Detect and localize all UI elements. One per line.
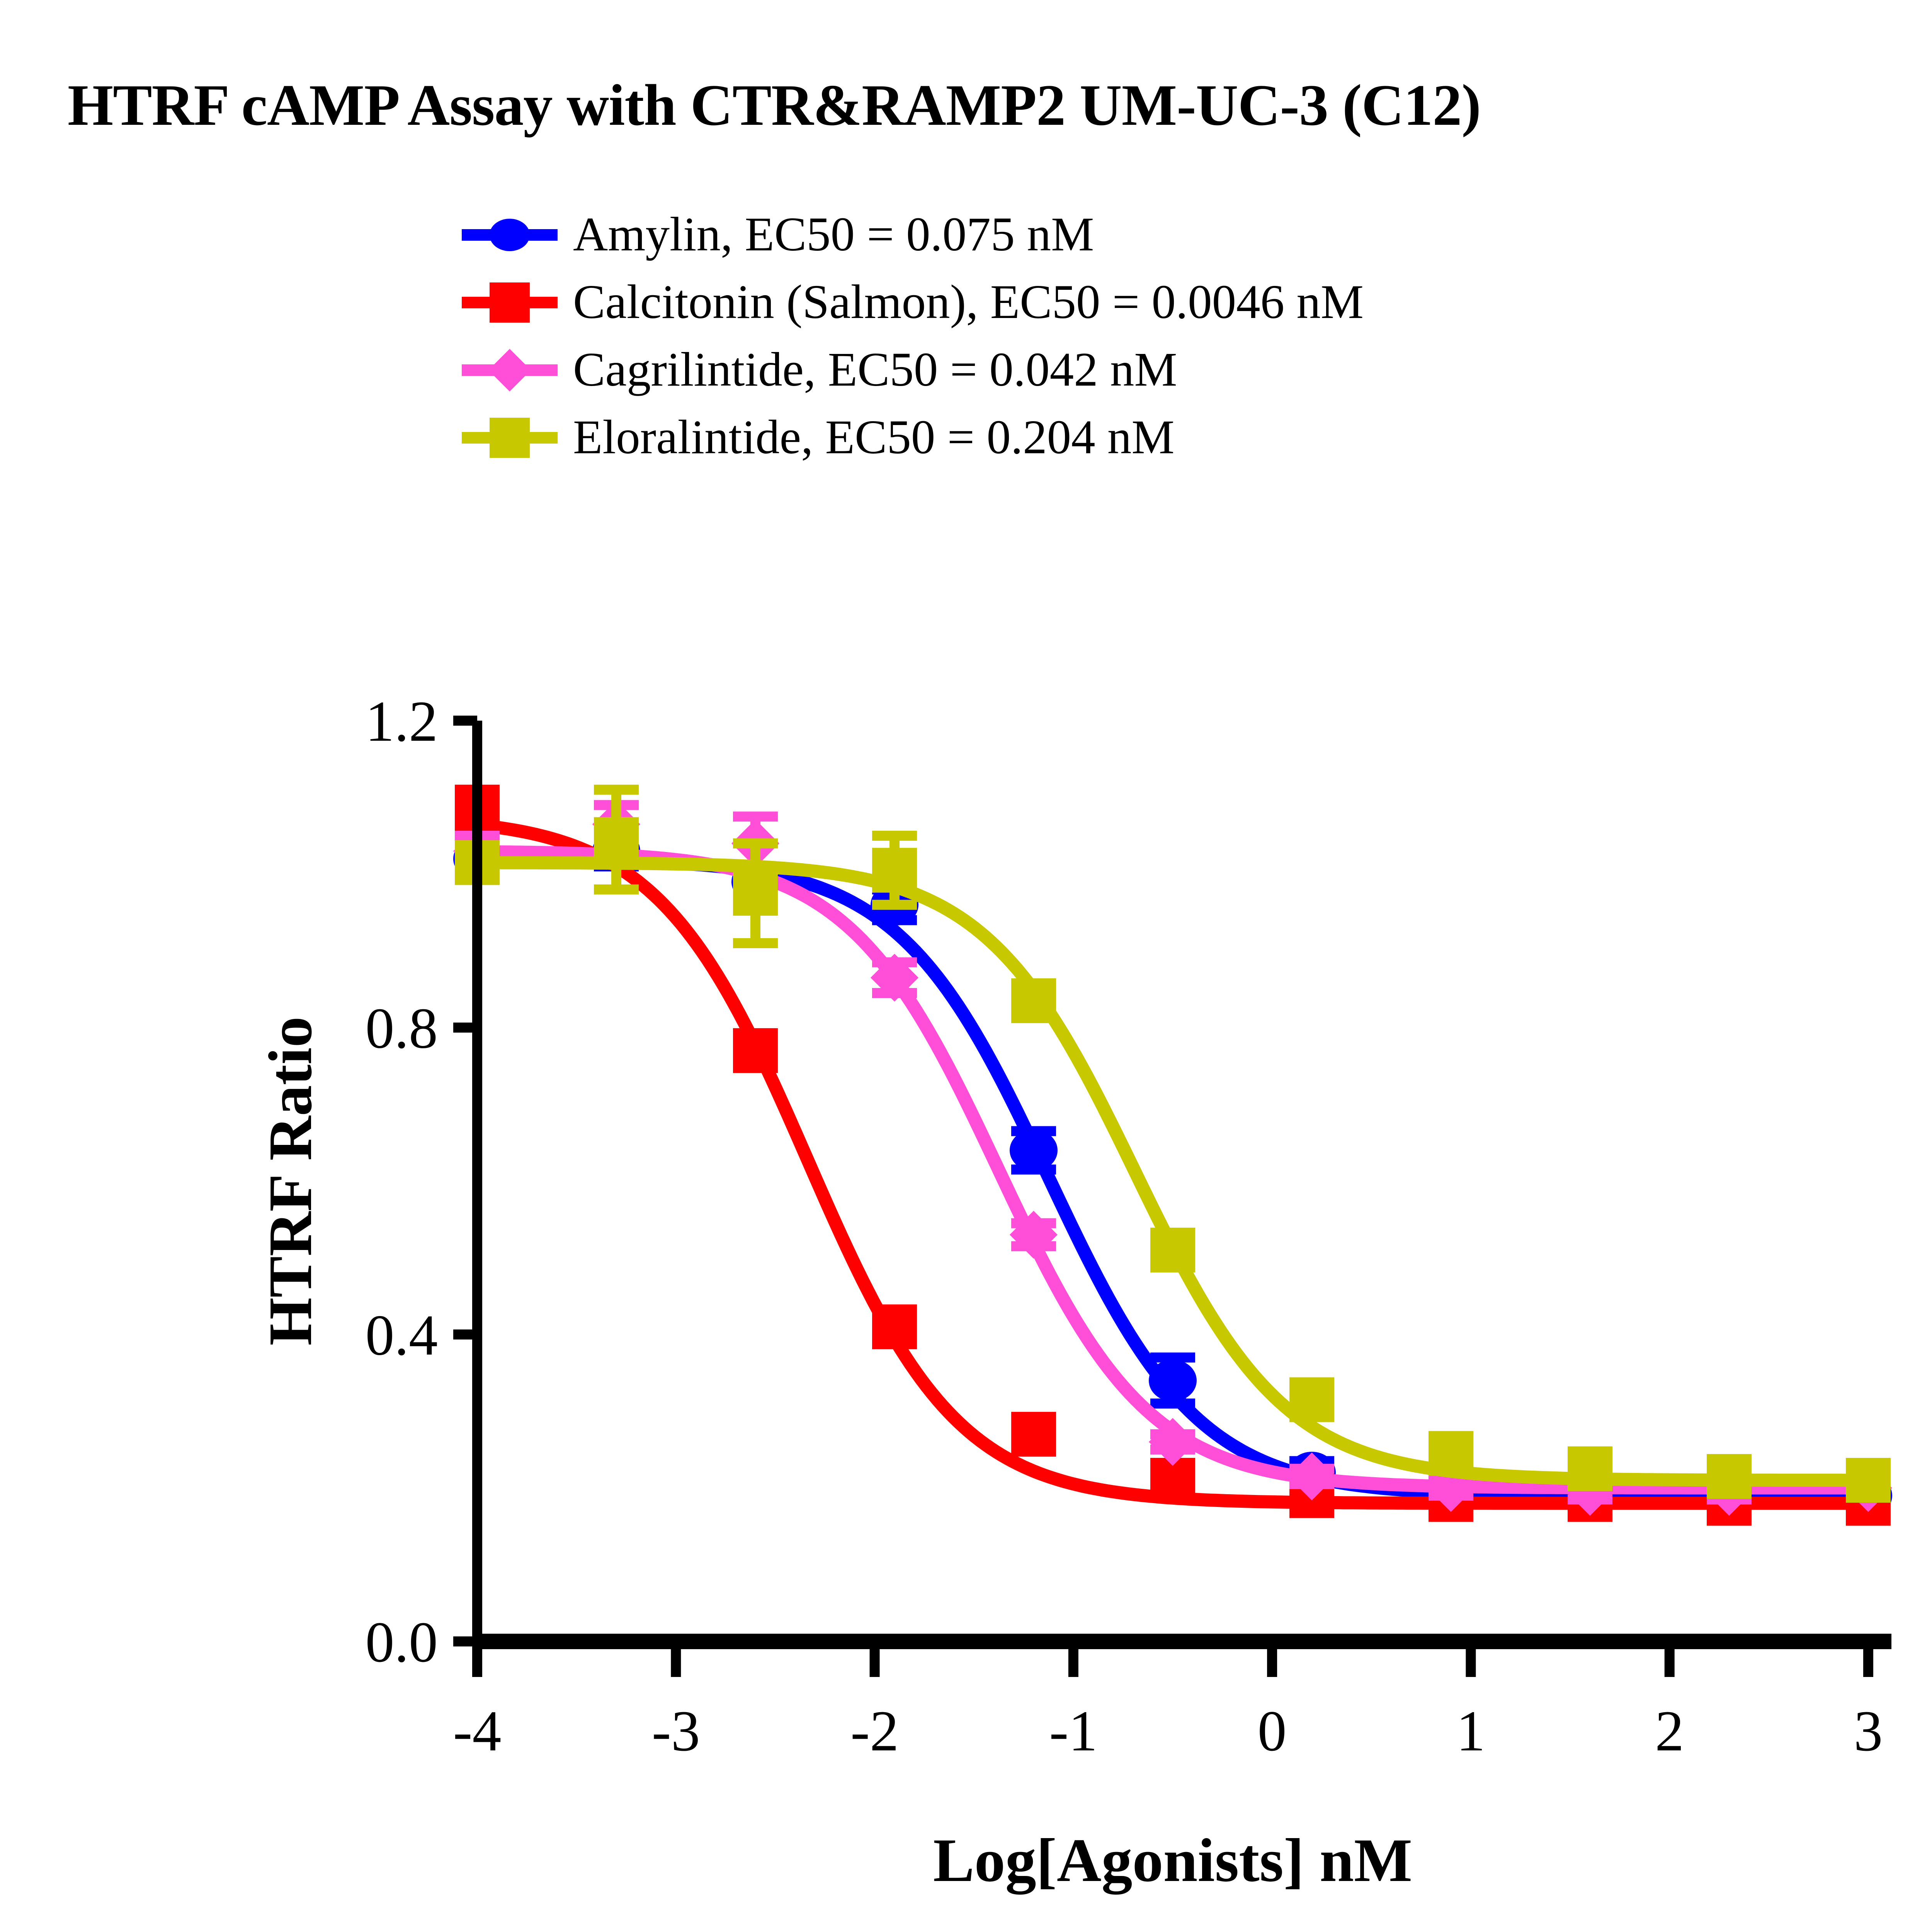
data-point-square[interactable] — [594, 817, 639, 862]
y-axis-tick-label: 0.4 — [366, 1303, 438, 1367]
series-calcitonin-salmon- — [455, 784, 1891, 1526]
data-point-square[interactable] — [872, 848, 917, 893]
legend-item-eloralintide[interactable]: Eloralintide, EC50 = 0.204 nM — [462, 404, 1930, 471]
data-point-circle[interactable] — [1149, 1359, 1197, 1401]
x-axis-tick-label: -4 — [453, 1699, 502, 1763]
legend-label: Calcitonin (Salmon), EC50 = 0.0046 nM — [573, 276, 1364, 329]
data-point-square[interactable] — [1011, 1412, 1056, 1457]
data-point-square[interactable] — [733, 871, 778, 916]
data-point-diamond[interactable] — [1288, 1452, 1336, 1501]
data-point-square[interactable] — [872, 1304, 917, 1349]
x-axis-tick-label: -2 — [850, 1699, 899, 1763]
series-layer — [453, 784, 1892, 1526]
legend-item-cagrilintide[interactable]: Cagrilintide, EC50 = 0.042 nM — [462, 336, 1930, 404]
x-axis-tick-label: 1 — [1456, 1699, 1485, 1763]
data-point-square[interactable] — [1011, 978, 1056, 1023]
legend-item-calcitonin[interactable]: Calcitonin (Salmon), EC50 = 0.0046 nM — [462, 269, 1930, 336]
data-point-square[interactable] — [1846, 1458, 1891, 1503]
legend-label: Cagrilintide, EC50 = 0.042 nM — [573, 343, 1177, 396]
x-axis-title: Log[Agonists] nM — [933, 1826, 1412, 1895]
data-point-diamond[interactable] — [871, 954, 918, 1002]
series-amylin — [453, 830, 1892, 1517]
legend-key-eloralintide — [462, 417, 558, 458]
x-axis-tick-label: 3 — [1854, 1699, 1883, 1763]
data-point-diamond[interactable] — [1010, 1211, 1058, 1259]
legend-key-calcitonin — [462, 282, 558, 323]
y-axis-tick-label: 1.2 — [366, 689, 438, 753]
data-point-circle[interactable] — [1010, 1129, 1058, 1172]
x-axis-tick-label: -3 — [652, 1699, 700, 1763]
y-axis-tick-label: 0.0 — [366, 1610, 438, 1674]
y-axis-title: HTRF Ratio — [256, 1017, 325, 1346]
square-marker-icon — [490, 417, 530, 458]
data-point-square[interactable] — [1150, 1228, 1195, 1273]
legend-key-amylin — [462, 218, 558, 252]
legend-label: Amylin, EC50 = 0.075 nM — [573, 208, 1094, 261]
legend-label: Eloralintide, EC50 = 0.204 nM — [573, 411, 1175, 464]
data-point-square[interactable] — [1707, 1454, 1752, 1499]
square-marker-icon — [490, 282, 530, 323]
x-axis-tick-label: 0 — [1258, 1699, 1287, 1763]
data-point-square[interactable] — [1568, 1446, 1612, 1492]
data-point-square[interactable] — [1429, 1431, 1473, 1476]
legend-key-cagrilintide — [462, 349, 558, 391]
page-title: HTRF cAMP Assay with CTR&RAMP2 UM-UC-3 (… — [68, 73, 1481, 138]
x-axis-tick-label: -1 — [1049, 1699, 1097, 1763]
data-point-square[interactable] — [1289, 1377, 1334, 1422]
y-axis-tick-label: 0.8 — [366, 996, 438, 1060]
legend-item-amylin[interactable]: Amylin, EC50 = 0.075 nM — [462, 201, 1930, 269]
circle-marker-icon — [490, 218, 530, 251]
axis-labels-layer: 0.0 0.4 0.8 1.2 -4 -3 -2 -1 0 1 2 3 Log[Agonists] nM… — [256, 689, 1883, 1895]
axes-layer — [453, 716, 1891, 1677]
chart-legend: Amylin, EC50 = 0.075 nM Calcitonin (Salm… — [462, 201, 1930, 471]
series-eloralintide — [455, 784, 1891, 1503]
data-point-square[interactable] — [733, 1028, 778, 1073]
data-point-diamond[interactable] — [1149, 1418, 1197, 1466]
x-axis-tick-label: 2 — [1655, 1699, 1684, 1763]
